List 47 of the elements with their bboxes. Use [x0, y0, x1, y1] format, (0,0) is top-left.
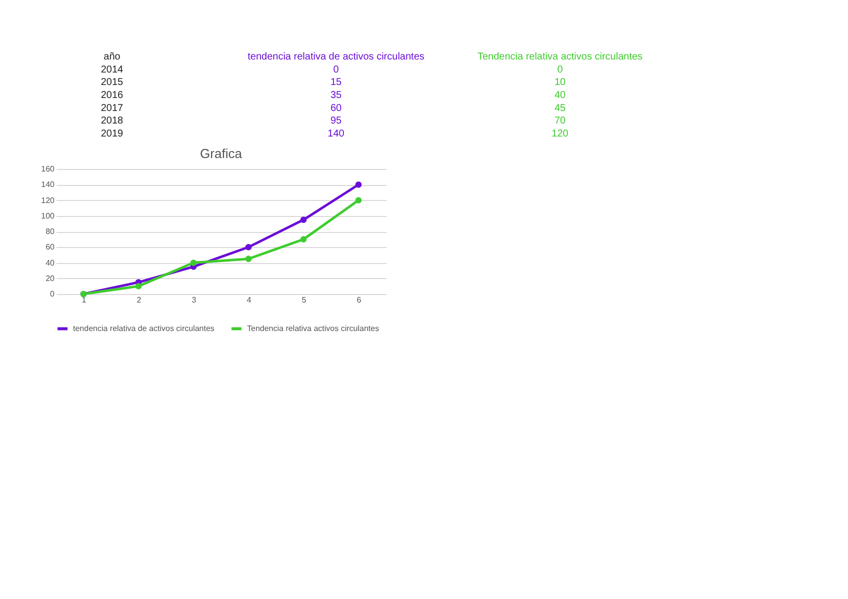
- y-tick-label: 140: [41, 180, 56, 190]
- text: año: [104, 51, 121, 62]
- text: 2015: [100, 77, 124, 88]
- y-tick-label: 60: [46, 242, 56, 252]
- point: [190, 260, 197, 266]
- x-tick-label: 1: [82, 296, 87, 304]
- y-tick-label: 40: [46, 258, 56, 268]
- text: 2018: [100, 116, 124, 127]
- point: [300, 236, 307, 242]
- point: [245, 256, 252, 262]
- y-tick-label: 120: [41, 196, 56, 205]
- text: 140: [328, 128, 345, 140]
- text: 45: [554, 102, 566, 114]
- chart-title: Grafica: [200, 146, 243, 161]
- point: [135, 283, 142, 290]
- point: [245, 244, 252, 250]
- text: 2014: [100, 64, 124, 76]
- text: Tendencia relativa activos circulantes: [477, 51, 643, 62]
- point: [300, 216, 307, 223]
- text: 2017: [100, 102, 124, 114]
- text: 120: [552, 128, 569, 140]
- y-tick-label: 160: [41, 164, 56, 174]
- text: 2016: [100, 90, 124, 101]
- y-tick-label: 0: [50, 290, 56, 298]
- x-tick-label: 6: [356, 296, 362, 304]
- legend-label: Tendencia relativa activos circulantes: [247, 324, 380, 333]
- point: [355, 197, 362, 204]
- text: 0: [333, 64, 340, 76]
- text: 2019: [100, 128, 124, 140]
- y-tick-label: 80: [46, 227, 56, 236]
- x-tick-label: 4: [246, 296, 252, 304]
- text: 60: [330, 102, 342, 114]
- text: 0: [557, 64, 564, 76]
- point: [355, 181, 362, 188]
- text: 15: [330, 77, 342, 88]
- text: 70: [554, 116, 566, 127]
- legend-label: tendencia relativa de activos circulantes: [73, 324, 214, 333]
- text: tendencia relativa de activos circulantes: [248, 51, 424, 62]
- text: 35: [330, 90, 342, 101]
- y-tick-label: 20: [46, 274, 56, 283]
- text: 95: [330, 116, 342, 127]
- x-tick-label: 2: [136, 296, 142, 304]
- text: 40: [554, 90, 566, 101]
- x-tick-label: 3: [192, 296, 197, 304]
- y-tick-label: 100: [41, 211, 56, 220]
- text: 10: [554, 77, 566, 88]
- x-tick-label: 5: [302, 296, 307, 304]
